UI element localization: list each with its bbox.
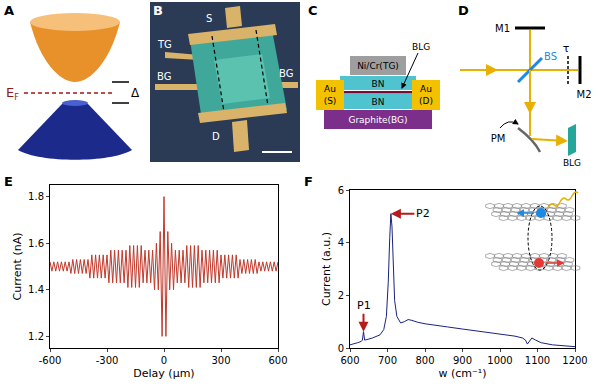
- svg-text:BLG: BLG: [412, 42, 430, 52]
- svg-text:D: D: [458, 3, 469, 18]
- svg-text:D: D: [212, 131, 220, 142]
- svg-text:M1: M1: [495, 23, 510, 34]
- svg-text:1.8: 1.8: [28, 191, 44, 202]
- svg-text:-600: -600: [39, 355, 62, 366]
- svg-text:F: F: [304, 174, 313, 189]
- svg-text:BS: BS: [544, 51, 557, 62]
- svg-text:1200: 1200: [562, 355, 587, 366]
- svg-text:800: 800: [415, 355, 434, 366]
- svg-text:BG: BG: [279, 68, 293, 79]
- svg-text:1100: 1100: [525, 355, 550, 366]
- svg-text:Delay (µm): Delay (µm): [133, 367, 194, 380]
- svg-text:1.2: 1.2: [28, 331, 44, 342]
- svg-text:TG: TG: [157, 39, 172, 50]
- svg-text:P1: P1: [357, 299, 371, 312]
- svg-text:EF: EF: [6, 85, 19, 102]
- svg-text:BG: BG: [157, 71, 171, 82]
- svg-text:Ni/Cr(TG): Ni/Cr(TG): [357, 61, 399, 71]
- svg-text:B: B: [153, 3, 163, 18]
- svg-text:Graphite(BG): Graphite(BG): [348, 115, 407, 125]
- svg-text:0: 0: [338, 343, 344, 354]
- svg-text:S: S: [206, 13, 212, 24]
- svg-text:(D): (D): [419, 96, 433, 106]
- svg-text:BN: BN: [372, 97, 385, 107]
- svg-text:4: 4: [338, 237, 344, 248]
- svg-text:1000: 1000: [487, 355, 512, 366]
- svg-text:BLG: BLG: [563, 158, 581, 168]
- svg-text:w (cm⁻¹): w (cm⁻¹): [438, 367, 486, 380]
- svg-text:Au: Au: [324, 84, 336, 94]
- svg-text:C: C: [308, 3, 318, 18]
- svg-text:τ: τ: [563, 42, 570, 55]
- svg-text:600: 600: [268, 355, 287, 366]
- svg-text:700: 700: [378, 355, 397, 366]
- svg-text:P2: P2: [416, 207, 430, 220]
- svg-text:Au: Au: [420, 84, 432, 94]
- svg-text:900: 900: [453, 355, 472, 366]
- svg-text:0: 0: [161, 355, 167, 366]
- svg-text:BN: BN: [372, 79, 385, 89]
- svg-text:6: 6: [338, 185, 344, 196]
- svg-text:A: A: [4, 3, 14, 18]
- svg-text:E: E: [4, 174, 13, 189]
- svg-text:1.4: 1.4: [28, 284, 44, 295]
- svg-text:2: 2: [338, 290, 344, 301]
- svg-text:600: 600: [340, 355, 359, 366]
- svg-text:Δ: Δ: [131, 86, 140, 100]
- svg-text:-300: -300: [96, 355, 119, 366]
- svg-text:300: 300: [211, 355, 230, 366]
- svg-text:PM: PM: [491, 133, 506, 144]
- svg-text:M2: M2: [577, 89, 592, 100]
- svg-text:1.6: 1.6: [28, 238, 44, 249]
- svg-text:Current (a.u.): Current (a.u.): [320, 232, 333, 306]
- svg-text:Current (nA): Current (nA): [11, 233, 24, 301]
- svg-text:(S): (S): [324, 96, 337, 106]
